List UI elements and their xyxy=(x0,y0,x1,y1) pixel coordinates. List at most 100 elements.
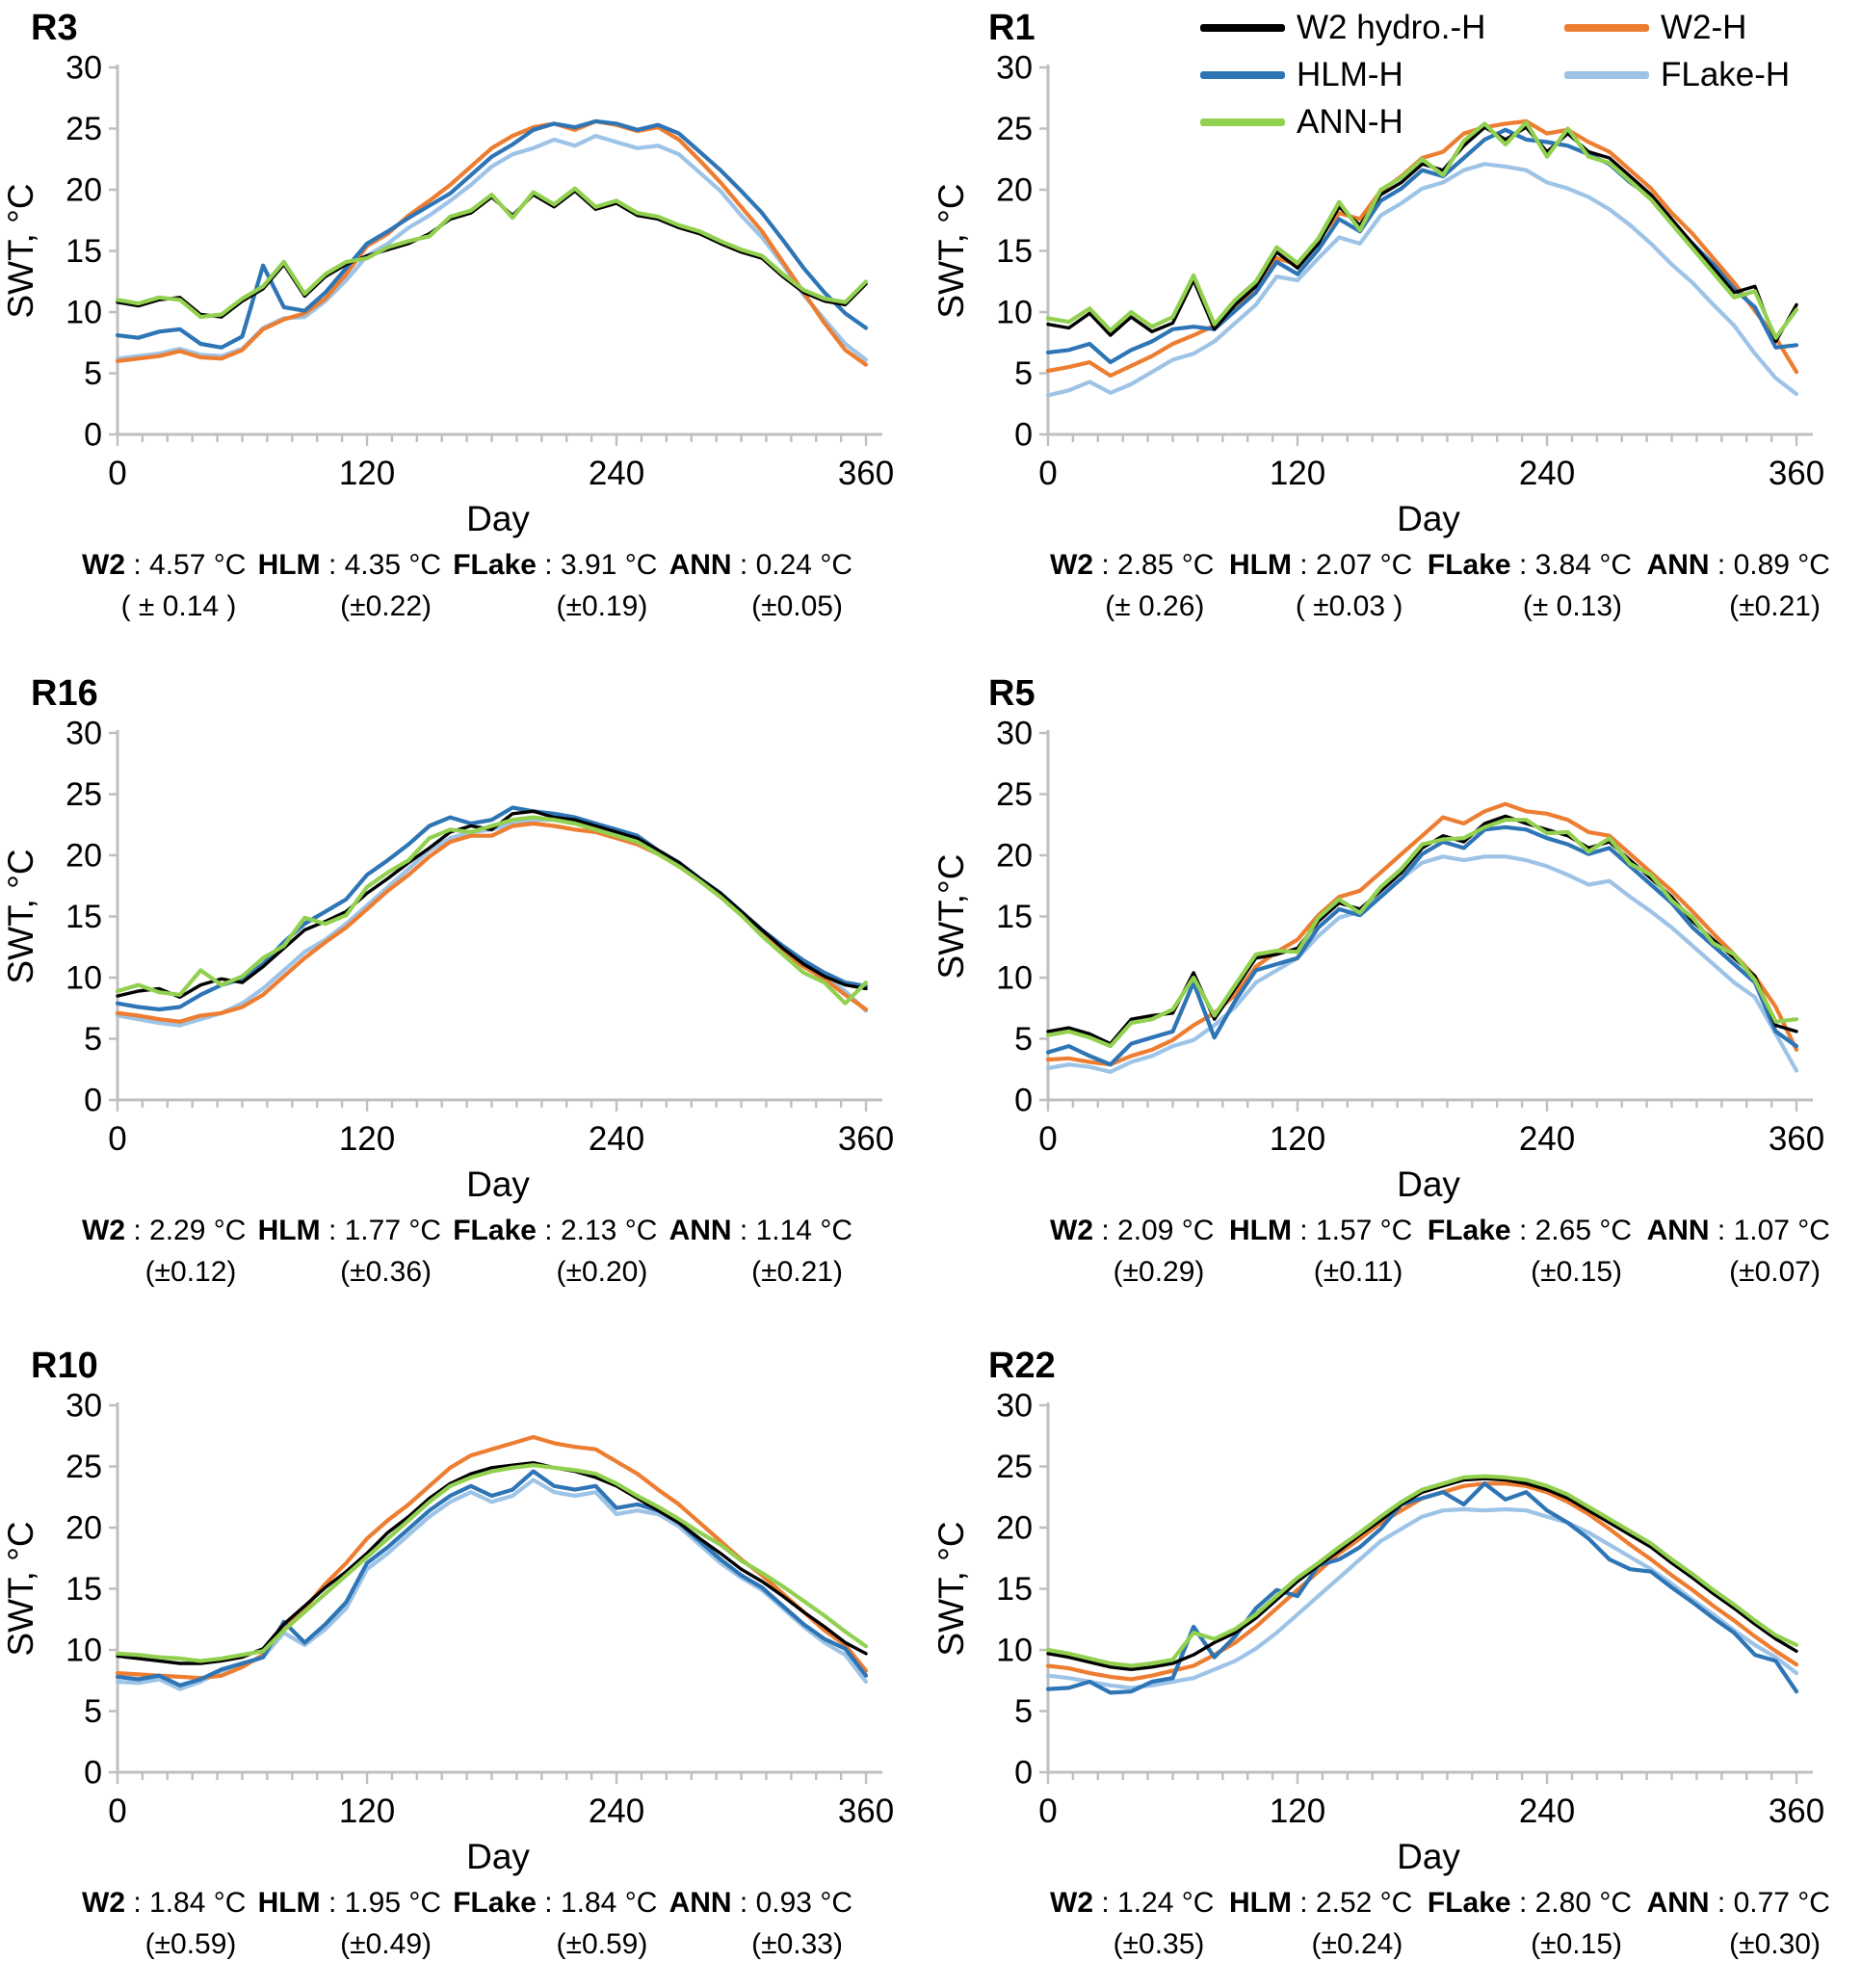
stat-error: (±0.07) xyxy=(1729,1255,1821,1288)
chart-panel: R3 0 5 10 15 20 25 30 0 120 240 360 SWT, °C Day W2 :… xyxy=(0,0,930,641)
stat-label: ANN xyxy=(1646,1887,1710,1919)
series-line-w2-hydro-h xyxy=(116,1460,868,1665)
stat-line: ANN : 1.14 °C xyxy=(669,1212,852,1251)
stat-value: 2.80 °C xyxy=(1534,1887,1633,1919)
series-line-w2-h xyxy=(1045,1481,1799,1682)
chart-title: R16 xyxy=(31,673,98,714)
y-tick-label: 20 xyxy=(66,1510,102,1547)
stat-value: 1.07 °C xyxy=(1733,1215,1830,1246)
x-tick-label: 240 xyxy=(589,1792,644,1830)
chart-plot: 0 5 10 15 20 25 30 0 120 240 360 SWT, °C Day xyxy=(934,52,1824,538)
y-tick-label: 25 xyxy=(996,111,1033,147)
series-line-w2-hydro-h xyxy=(1046,1477,1798,1671)
stat-item: HLM : 1.95 °C (±0.49) xyxy=(258,1884,441,1964)
y-tick-label: 30 xyxy=(996,718,1033,752)
stat-separator: : xyxy=(320,549,345,581)
chart-stats: W2 : 2.85 °C (± 0.26) HLM : 2.07 °C( ±0.03… xyxy=(1050,546,1830,626)
x-tick-label: 240 xyxy=(1519,1120,1575,1158)
y-tick-label: 10 xyxy=(66,960,102,997)
y-tick-label: 5 xyxy=(1014,1693,1033,1730)
x-axis-title: Day xyxy=(466,499,530,538)
series-line-ann-h xyxy=(1045,818,1799,1049)
y-tick-label: 0 xyxy=(1014,1755,1033,1792)
series-line-w2-hydro-h xyxy=(1046,814,1798,1046)
y-tick-label: 10 xyxy=(996,1633,1033,1669)
chart-stats: W2 : 4.57 °C( ± 0.14 ) HLM : 4.35 °C (±0.2… xyxy=(82,546,852,626)
stat-value: 3.84 °C xyxy=(1534,549,1633,581)
chart-title: R3 xyxy=(31,8,78,48)
stat-value: 1.24 °C xyxy=(1117,1887,1215,1919)
series-line-w2-hydro-h xyxy=(116,809,868,999)
y-tick-label: 30 xyxy=(66,718,102,752)
stat-line: FLake : 3.91 °C xyxy=(453,546,657,586)
x-tick-label: 0 xyxy=(108,1792,126,1830)
stat-error: (±0.21) xyxy=(751,1255,843,1288)
stat-line: HLM : 1.95 °C xyxy=(258,1884,441,1923)
stat-label: FLake xyxy=(1427,549,1511,581)
series-line-w2-h xyxy=(1045,801,1799,1067)
stat-label: FLake xyxy=(1427,1215,1511,1246)
stat-value: 4.57 °C xyxy=(149,549,247,581)
x-tick-label: 240 xyxy=(1519,1792,1575,1830)
stat-value: 2.85 °C xyxy=(1117,549,1215,581)
stat-line: FLake : 2.13 °C xyxy=(453,1212,657,1251)
stat-line: W2 : 4.57 °C xyxy=(82,546,246,586)
stat-line: HLM : 2.52 °C xyxy=(1229,1884,1412,1923)
x-tick-label: 0 xyxy=(1038,455,1057,492)
stat-separator: : xyxy=(1709,1215,1734,1246)
series-line-w2-h xyxy=(115,118,869,367)
y-axis-title: SWT,°C xyxy=(934,854,971,980)
stat-label: W2 xyxy=(82,549,125,581)
stat-value: 1.57 °C xyxy=(1315,1215,1413,1246)
series-line-ann-h xyxy=(1045,120,1799,340)
series-line-ann-h xyxy=(115,186,869,320)
chart-plot: 0 5 10 15 20 25 30 0 120 240 360 SWT,°C Day xyxy=(934,718,1824,1204)
stat-item: W2 : 1.84 °C (±0.59) xyxy=(82,1884,246,1964)
stat-line: ANN : 0.24 °C xyxy=(669,546,852,586)
stat-line: ANN : 0.77 °C xyxy=(1647,1884,1830,1923)
stat-item: W2 : 2.09 °C (±0.29) xyxy=(1050,1212,1214,1292)
stat-label: HLM xyxy=(257,549,321,581)
series-line-w2-hydro-h xyxy=(1046,125,1798,344)
stat-label: ANN xyxy=(1646,1215,1710,1246)
stat-label: HLM xyxy=(257,1887,321,1919)
x-axis-title: Day xyxy=(1397,499,1460,538)
stat-item: FLake : 3.91 °C (±0.19) xyxy=(453,546,657,626)
stat-item: HLM : 1.57 °C (±0.11) xyxy=(1229,1212,1412,1292)
y-tick-label: 20 xyxy=(66,172,102,209)
x-tick-label: 360 xyxy=(838,1120,894,1158)
y-tick-label: 5 xyxy=(84,1021,102,1058)
stat-item: ANN : 1.07 °C (±0.07) xyxy=(1647,1212,1830,1292)
stat-error: (±0.49) xyxy=(340,1927,432,1960)
stat-line: FLake : 2.65 °C xyxy=(1428,1212,1632,1251)
stat-line: HLM : 4.35 °C xyxy=(258,546,441,586)
stat-separator: : xyxy=(731,1215,756,1246)
stat-item: W2 : 2.29 °C (±0.12) xyxy=(82,1212,246,1292)
stat-separator: : xyxy=(1709,1887,1734,1919)
stat-separator: : xyxy=(125,1887,150,1919)
y-tick-label: 5 xyxy=(1014,1021,1033,1058)
stat-separator: : xyxy=(125,1215,150,1246)
stat-value: 2.65 °C xyxy=(1534,1215,1633,1246)
stat-separator: : xyxy=(320,1215,345,1246)
x-tick-label: 360 xyxy=(838,1792,894,1830)
stat-label: W2 xyxy=(82,1887,125,1919)
stat-item: W2 : 4.57 °C( ± 0.14 ) xyxy=(82,546,246,626)
stat-error: (±0.12) xyxy=(144,1255,237,1288)
stat-label: FLake xyxy=(1427,1887,1511,1919)
series-line-flake-h xyxy=(1045,162,1799,398)
chart-panel: R5 0 5 10 15 20 25 30 0 120 240 360 SWT,°C Day W2 : … xyxy=(930,641,1861,1315)
stat-item: FLake : 1.84 °C (±0.59) xyxy=(453,1884,657,1964)
y-axis-title: SWT, °C xyxy=(4,849,40,983)
x-tick-label: 0 xyxy=(108,1120,126,1158)
y-axis-title: SWT, °C xyxy=(4,1521,40,1656)
x-tick-label: 240 xyxy=(589,455,644,492)
stat-value: 3.91 °C xyxy=(560,549,658,581)
stat-separator: : xyxy=(731,549,756,581)
stat-separator: : xyxy=(1291,1215,1316,1246)
y-tick-label: 30 xyxy=(996,52,1033,87)
x-tick-label: 360 xyxy=(1769,455,1824,492)
stat-separator: : xyxy=(1291,549,1316,581)
stat-error: (±0.29) xyxy=(1113,1255,1205,1288)
x-tick-label: 0 xyxy=(108,455,126,492)
